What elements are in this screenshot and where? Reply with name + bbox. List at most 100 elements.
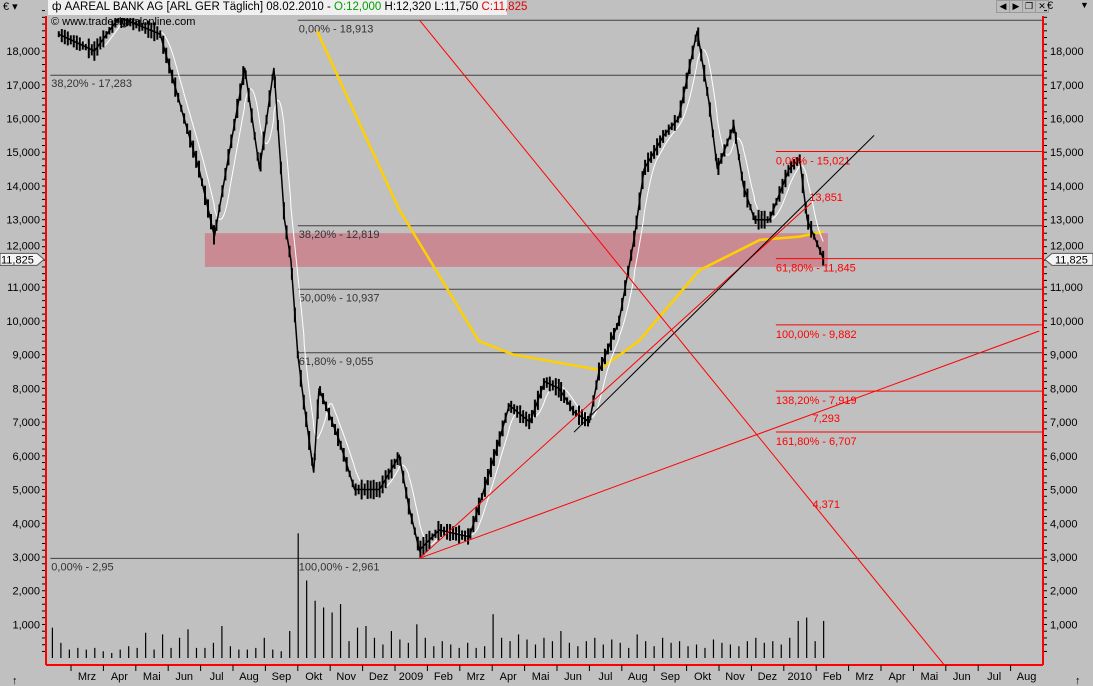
y-tick-label-left: 10,000 — [6, 316, 40, 328]
fib-extension-label: 138,20% - 7,919 — [776, 395, 857, 407]
y-tick-label-right: 11,000 — [1050, 282, 1083, 294]
fib-level-label: 61,80% - 9,055 — [299, 356, 374, 368]
x-tick-label: 2009 — [399, 671, 423, 683]
y-tick-label-left: 16,000 — [6, 114, 40, 126]
fib-level-label: 38,20% - 17,283 — [51, 78, 132, 90]
x-tick-label: Aug — [239, 671, 259, 683]
y-tick-label-right: 18,000 — [1050, 46, 1084, 58]
x-tick-label: Jul — [210, 671, 224, 683]
y-tick-label-right: 7,000 — [1050, 417, 1078, 429]
y-tick-label-left: 2,000 — [12, 586, 40, 598]
x-tick-label: Feb — [823, 671, 842, 683]
x-tick-label: Aug — [628, 671, 648, 683]
y-tick-label-left: 3,000 — [12, 552, 40, 564]
x-tick-label: Sep — [272, 671, 292, 683]
currency-label: € — [3, 1, 10, 13]
chart-title: ф AAREAL BANK AG [ARL GER Täglich] 08.02… — [48, 0, 527, 15]
x-tick-label: Mrz — [855, 671, 873, 683]
last-price-tag — [1044, 252, 1093, 266]
low-value: L:11,750 — [434, 1, 479, 13]
y-tick-label-left: 8,000 — [12, 383, 40, 395]
y-tick-label-right: 5,000 — [1050, 485, 1078, 497]
currency-label: € — [1047, 0, 1054, 12]
currency-selector-left[interactable]: € ▾ — [3, 1, 18, 13]
x-tick-label: Okt — [694, 671, 711, 683]
last-price-label: 11,825 — [1, 254, 34, 266]
x-tick-label: 2010 — [788, 671, 812, 683]
x-tick-label: Dez — [369, 671, 389, 683]
y-tick-label-right: 2,000 — [1050, 586, 1078, 598]
x-tick-label: Jul — [987, 671, 1001, 683]
fib-level-label: 50,00% - 10,937 — [299, 292, 380, 304]
currency-selector-right[interactable]: € — [1047, 0, 1053, 12]
fib-level-label: 100,00% - 2,961 — [299, 561, 380, 573]
fib-level-label: 0,00% - 18,913 — [299, 23, 374, 35]
y-tick-label-left: 11,000 — [7, 282, 40, 294]
fib-level-label: 0,00% - 2,95 — [51, 561, 113, 573]
x-tick-label: Mrz — [467, 671, 485, 683]
high-value: H:12,320 — [384, 1, 432, 13]
x-tick-label: Mai — [143, 671, 161, 683]
y-tick-label-left: 12,000 — [6, 240, 40, 252]
last-price-label: 11,825 — [1055, 254, 1088, 266]
y-tick-label-left: 13,000 — [6, 215, 40, 227]
y-tick-label-right: 12,000 — [1050, 240, 1084, 252]
y-tick-label-left: 14,000 — [6, 181, 40, 193]
y-tick-label-right: 17,000 — [1050, 80, 1084, 92]
y-tick-label-left: 7,000 — [12, 417, 40, 429]
y-tick-label-right: 15,000 — [1050, 147, 1084, 159]
y-tick-label-right: 6,000 — [1050, 451, 1078, 463]
y-tick-label-right: 13,000 — [1050, 215, 1084, 227]
trendline — [419, 19, 945, 665]
trendline — [419, 330, 1040, 559]
close-value: C:11,825 — [481, 1, 528, 13]
x-tick-label: Sep — [660, 671, 680, 683]
x-tick-label: Feb — [434, 671, 453, 683]
open-value: O:12,000 — [334, 1, 382, 13]
y-tick-label-right: 10,000 — [1050, 316, 1084, 328]
y-tick-label-left: 15,000 — [6, 147, 40, 159]
y-tick-label-right: 14,000 — [1050, 181, 1084, 193]
x-tick-label: Mrz — [78, 671, 96, 683]
x-tick-label: Apr — [888, 671, 905, 683]
trendline-value-label: 7,293 — [812, 413, 840, 425]
fib-extension-label: 0,00% - 15,021 — [776, 156, 851, 168]
y-tick-label-right: 3,000 — [1050, 552, 1078, 564]
dropdown-icon[interactable]: ▼ — [1080, 0, 1089, 10]
copyright-text: © www.tradesignalonline.com — [51, 16, 196, 28]
y-tick-label-left: 6,000 — [12, 451, 40, 463]
scroll-right-arrow-icon: ↑ — [1075, 675, 1081, 686]
y-tick-label-left: 9,000 — [12, 350, 40, 362]
price-line — [58, 18, 825, 552]
slow-moving-average-line — [315, 30, 824, 372]
fib-extension-label: 100,00% - 9,882 — [776, 329, 857, 341]
y-tick-label-right: 1,000 — [1050, 619, 1078, 631]
y-tick-label-right: 8,000 — [1050, 383, 1078, 395]
support-zone — [204, 233, 828, 267]
y-tick-label-left: 1,000 — [12, 619, 40, 631]
x-tick-label: Nov — [336, 671, 356, 683]
chart-title-bar: € ▾ ф AAREAL BANK AG [ARL GER Täglich] 0… — [0, 0, 1093, 16]
x-tick-label: Okt — [305, 671, 322, 683]
title-text: AAREAL BANK AG [ARL GER Täglich] 08.02.2… — [64, 1, 334, 13]
fib-extension-label: 161,80% - 6,707 — [776, 436, 857, 448]
x-tick-label: Jul — [598, 671, 612, 683]
x-tick-label: Apr — [500, 671, 517, 683]
fast-moving-average-line — [72, 19, 824, 545]
instrument-icon: ф — [52, 1, 65, 13]
last-price-tag — [0, 252, 45, 266]
y-tick-label-right: 9,000 — [1050, 350, 1078, 362]
x-tick-label: Jun — [175, 671, 193, 683]
x-tick-label: Jun — [564, 671, 582, 683]
x-tick-label: Nov — [725, 671, 745, 683]
close-icon[interactable]: ✕ — [1035, 0, 1049, 13]
y-tick-label-right: 4,000 — [1050, 518, 1078, 530]
x-tick-label: Dez — [758, 671, 778, 683]
y-tick-label-left: 5,000 — [12, 485, 40, 497]
trendline-value-label: 4,371 — [812, 499, 840, 511]
y-tick-label-right: 16,000 — [1050, 114, 1084, 126]
y-tick-label-left: 4,000 — [12, 518, 40, 530]
x-tick-label: Apr — [111, 671, 128, 683]
trendline — [573, 135, 875, 433]
